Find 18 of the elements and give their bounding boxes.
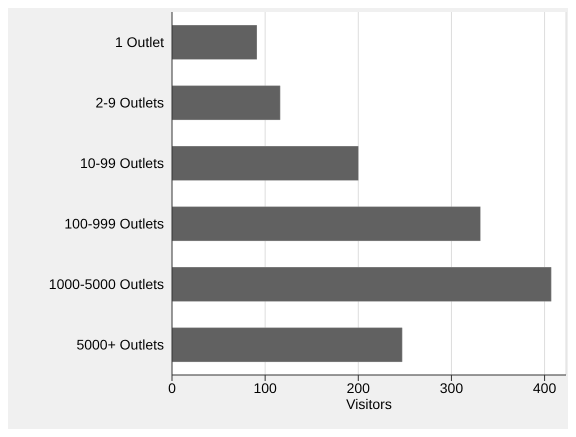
bar	[172, 25, 258, 60]
x-tick-label: 200	[346, 380, 370, 396]
bar	[172, 146, 359, 181]
bar	[172, 206, 481, 242]
x-axis-title: Visitors	[346, 396, 392, 412]
bar	[172, 86, 280, 120]
y-tick-label: 2-9 Outlets	[96, 94, 164, 111]
y-tick-label: 10-99 Outlets	[80, 155, 164, 172]
x-tick-label: 0	[168, 380, 176, 396]
bar	[172, 267, 552, 302]
y-tick-label: 1 Outlet	[114, 34, 164, 50]
x-tick-label: 100	[253, 380, 278, 396]
y-tick-label: 100-999 Outlets	[64, 216, 164, 232]
bar	[172, 328, 402, 362]
y-tick-label: 5000+ Outlets	[76, 336, 164, 353]
y-tick-label: 1000-5000 Outlets	[48, 276, 164, 292]
x-tick-label: 300	[440, 380, 464, 396]
x-tick-label: 400	[532, 380, 556, 396]
